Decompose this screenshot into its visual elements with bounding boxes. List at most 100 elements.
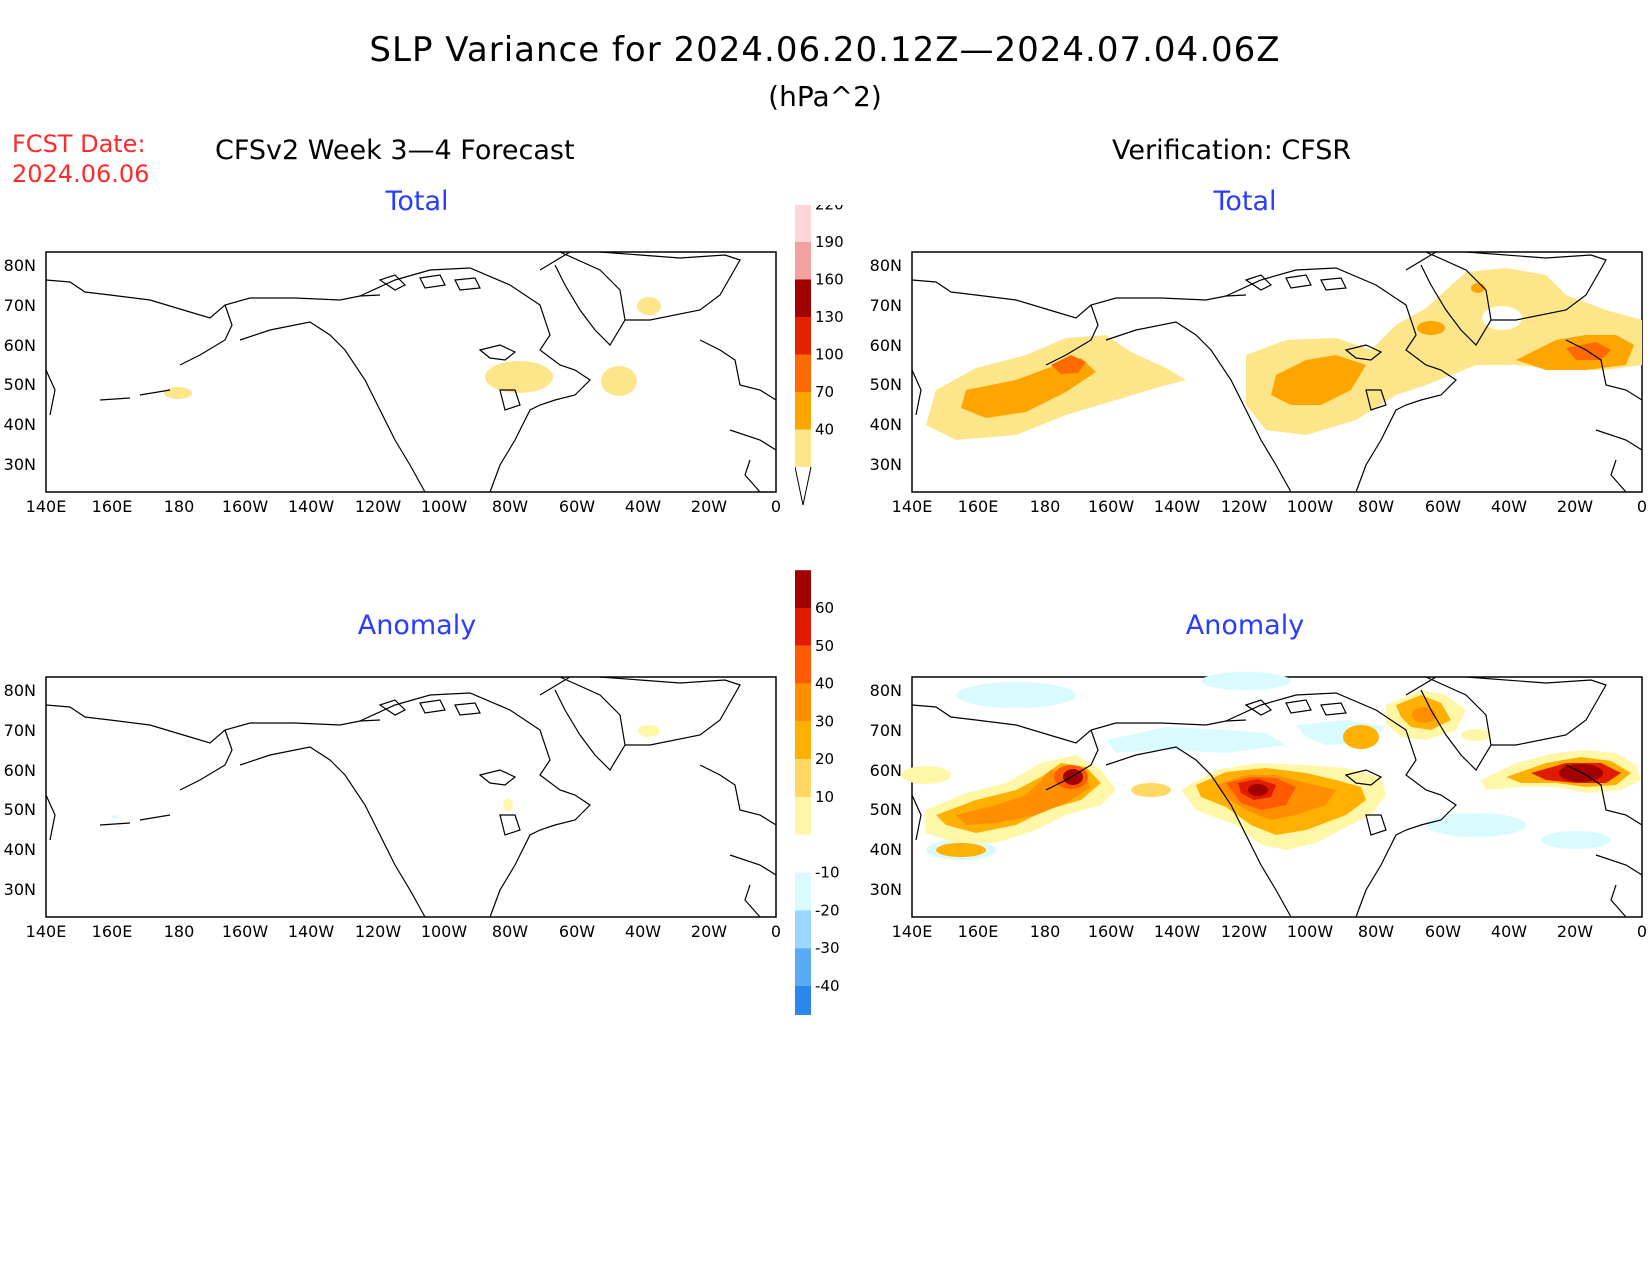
colorbar-tick-label: -10 — [815, 864, 840, 882]
lon-label: 40W — [625, 922, 661, 941]
lon-label: 180 — [1030, 922, 1061, 941]
lon-labels: 140E 160E 180 160W 140W 120W 100W 80W 60… — [26, 497, 781, 516]
lon-label: 0 — [771, 922, 781, 941]
lon-label: 0 — [1637, 497, 1647, 516]
verification-anomaly-map: 80N 70N 60N 50N 40N 30N 140E 160E 180 16… — [866, 665, 1650, 959]
colorbar-tick-label: 20 — [815, 750, 834, 768]
lon-label: 60W — [559, 922, 595, 941]
lat-label: 70N — [870, 721, 902, 740]
lon-label: 80W — [492, 922, 528, 941]
colorbar-total: 40 70 100 130 160 190 220 — [794, 167, 865, 539]
colorbar-total-swatches — [794, 167, 812, 506]
colorbar-tick-label: -30 — [815, 939, 840, 957]
colorbar-tick-label: 190 — [815, 233, 844, 251]
lon-label: 140W — [288, 922, 335, 941]
lon-label: 40W — [1491, 497, 1527, 516]
lat-label: 50N — [870, 800, 902, 819]
axis-labels: 80N 70N 60N 50N 40N 30N 140E 160E 180 16… — [870, 681, 1647, 941]
colorbar-swatch — [795, 645, 811, 684]
lat-label: 60N — [870, 761, 902, 780]
lon-label: 160E — [92, 922, 133, 941]
colorbar-swatch — [795, 204, 811, 242]
lat-label: 40N — [870, 415, 902, 434]
colorbar-tick-label: -20 — [815, 901, 840, 919]
axis-labels: 80N 70N 60N 50N 40N 30N 140E 160E 180 16… — [4, 256, 781, 516]
colorbar-swatch — [795, 429, 811, 467]
colorbar-swatch — [795, 317, 811, 355]
colorbar-anomaly-labels: 60 50 40 30 20 10 -10 -20 -30 -40 — [815, 599, 840, 995]
lon-label: 140E — [26, 922, 67, 941]
lon-label: 0 — [771, 497, 781, 516]
colorbar-tick-label: 70 — [815, 383, 834, 401]
colorbar-swatch — [795, 910, 811, 949]
lon-label: 180 — [1030, 497, 1061, 516]
lon-label: 80W — [492, 497, 528, 516]
colorbar-swatch — [795, 392, 811, 430]
lon-label: 120W — [355, 497, 402, 516]
lon-label: 40W — [1491, 922, 1527, 941]
lon-labels: 140E 160E 180 160W 140W 120W 100W 80W 60… — [892, 497, 1647, 516]
lat-label: 30N — [870, 455, 902, 474]
lat-label: 80N — [870, 256, 902, 275]
lat-label: 80N — [870, 681, 902, 700]
lat-label: 40N — [870, 840, 902, 859]
lon-label: 160W — [222, 922, 269, 941]
colorbar-total-labels: 40 70 100 130 160 190 220 — [815, 196, 844, 439]
fc-anom-subtitle: Anomaly — [357, 610, 477, 641]
lon-label: 100W — [421, 922, 468, 941]
colorbar-tick-label: 30 — [815, 712, 834, 730]
lat-label: 50N — [4, 800, 36, 819]
forecast-anomaly-map: 80N 70N 60N 50N 40N 30N 140E 160E 180 16… — [0, 665, 790, 959]
colorbar-swatch — [795, 834, 811, 873]
lon-label: 100W — [1287, 497, 1334, 516]
colorbar-swatch — [795, 986, 811, 1024]
lat-label: 70N — [4, 721, 36, 740]
colorbar-swatch — [795, 279, 811, 317]
lat-label: 80N — [4, 256, 36, 275]
lon-label: 120W — [1221, 922, 1268, 941]
colorbar-anomaly-swatches — [795, 570, 811, 1100]
lat-label: 70N — [870, 296, 902, 315]
lon-label: 20W — [691, 922, 727, 941]
lon-label: 140W — [288, 497, 335, 516]
lon-labels: 140E 160E 180 160W 140W 120W 100W 80W 60… — [26, 922, 781, 941]
lat-label: 60N — [4, 336, 36, 355]
lon-label: 180 — [164, 922, 195, 941]
lon-label: 60W — [1425, 922, 1461, 941]
colorbar-swatch — [795, 242, 811, 280]
colorbar-swatch — [795, 872, 811, 911]
forecast-total-map: 80N 70N 60N 50N 40N 30N 140E 160E 180 16… — [0, 240, 790, 534]
colorbar-tick-label: -40 — [815, 977, 840, 995]
units-label: (hPa^2) — [768, 80, 882, 113]
colorbar-swatch — [795, 608, 811, 646]
shading — [112, 725, 660, 819]
shading — [164, 297, 661, 399]
lon-label: 180 — [164, 497, 195, 516]
colorbar-tick-label: 220 — [815, 205, 844, 214]
colorbar-tick-label: 50 — [815, 637, 834, 655]
ver-anom-subtitle: Anomaly — [1185, 610, 1305, 641]
page-title: SLP Variance for 2024.06.20.12Z—2024.07.… — [369, 30, 1281, 70]
lat-label: 30N — [4, 455, 36, 474]
ver-total-subtitle: Total — [1213, 186, 1277, 217]
map-frame — [45, 251, 777, 493]
lat-label: 50N — [4, 375, 36, 394]
colorbar-tick-label: 160 — [815, 271, 844, 289]
lon-label: 140E — [26, 497, 67, 516]
lon-label: 0 — [1637, 922, 1647, 941]
lat-label: 60N — [870, 336, 902, 355]
lon-label: 60W — [559, 497, 595, 516]
lon-label: 160W — [1088, 497, 1135, 516]
colorbar-swatch — [795, 797, 811, 835]
lon-label: 160W — [1088, 922, 1135, 941]
lat-labels: 80N 70N 60N 50N 40N 30N — [870, 256, 902, 474]
colorbar-tick-label: 100 — [815, 346, 844, 364]
colorbar-tick-label: 40 — [815, 675, 834, 693]
forecast-header: CFSv2 Week 3—4 Forecast — [215, 135, 575, 166]
lat-labels: 80N 70N 60N 50N 40N 30N — [4, 256, 36, 474]
lon-label: 140E — [892, 497, 933, 516]
lat-label: 40N — [4, 415, 36, 434]
lon-label: 20W — [1557, 497, 1593, 516]
lon-labels: 140E 160E 180 160W 140W 120W 100W 80W 60… — [892, 922, 1647, 941]
lon-label: 20W — [1557, 922, 1593, 941]
